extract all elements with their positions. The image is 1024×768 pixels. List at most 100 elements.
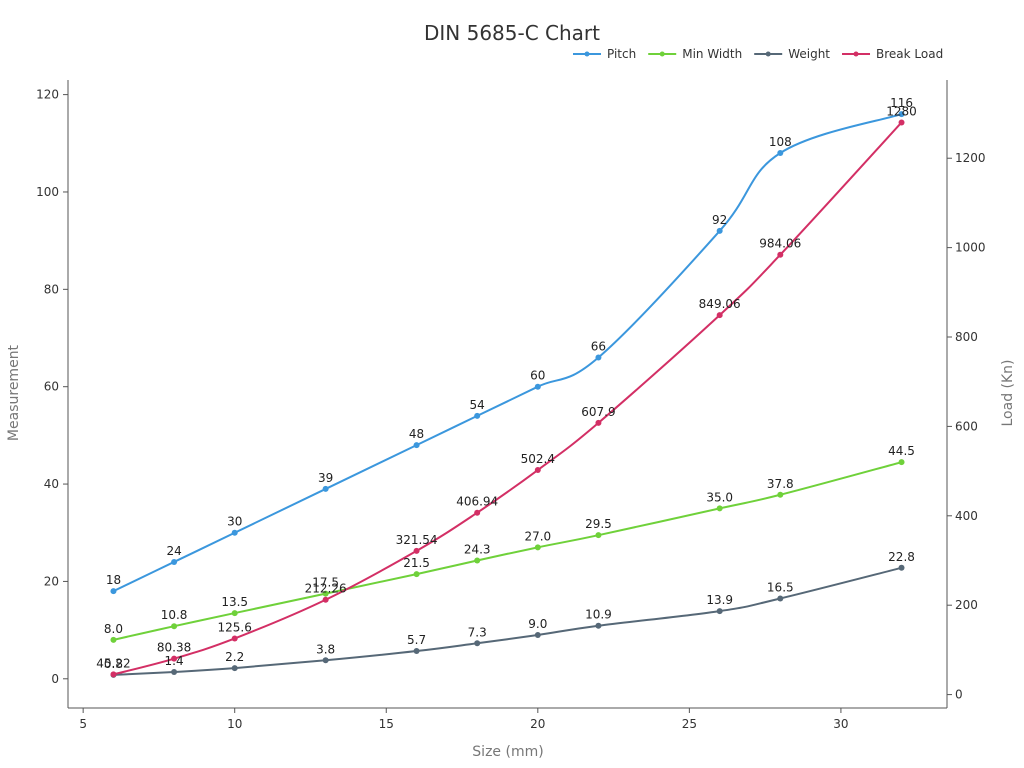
legend-marker-weight	[765, 51, 771, 57]
data-point-break-load	[595, 419, 602, 426]
data-point-weight	[534, 631, 541, 638]
data-label-break-load: 1280	[886, 104, 917, 118]
data-point-weight	[231, 665, 238, 672]
x-tick-label: 15	[379, 717, 394, 731]
x-tick-label: 5	[79, 717, 87, 731]
data-point-min-width	[534, 544, 541, 551]
x-tick-label: 25	[682, 717, 697, 731]
data-point-pitch	[413, 442, 420, 449]
data-point-break-load	[777, 251, 784, 258]
data-label-break-load: 406.94	[456, 495, 498, 509]
data-point-pitch	[474, 412, 481, 419]
legend-label-break-load: Break Load	[876, 47, 943, 61]
data-point-pitch	[322, 485, 329, 492]
data-label-pitch: 116	[890, 96, 913, 110]
data-label-break-load: 80.38	[157, 641, 191, 655]
data-label-pitch: 60	[530, 369, 545, 383]
data-label-min-width: 8.0	[104, 622, 123, 636]
legend-marker-pitch	[584, 51, 590, 57]
y2-axis-title: Load (Kn)	[1000, 359, 1016, 426]
legend-label-pitch: Pitch	[607, 47, 636, 61]
data-point-pitch	[777, 150, 784, 157]
data-label-break-load: 321.54	[396, 533, 438, 547]
data-point-weight	[322, 657, 329, 664]
y-tick-label: 100	[36, 185, 59, 199]
data-point-break-load	[474, 509, 481, 516]
data-point-min-width	[110, 636, 117, 643]
y2-tick-label: 800	[955, 330, 978, 344]
data-point-min-width	[777, 491, 784, 498]
data-label-min-width: 27.0	[524, 529, 551, 543]
data-label-break-load: 607.9	[581, 405, 615, 419]
series-points	[110, 111, 905, 678]
data-point-min-width	[171, 623, 178, 630]
data-point-weight	[898, 564, 905, 571]
data-label-weight: 3.8	[316, 642, 335, 656]
data-label-pitch: 92	[712, 213, 727, 227]
y-tick-label: 40	[44, 477, 59, 491]
data-point-min-width	[474, 557, 481, 564]
data-label-break-load: 45.22	[96, 656, 130, 670]
data-label-min-width: 35.0	[706, 490, 733, 504]
y-tick-label: 60	[44, 380, 59, 394]
data-point-weight	[716, 608, 723, 615]
data-point-pitch	[110, 588, 117, 595]
data-point-pitch	[716, 227, 723, 234]
data-label-min-width: 21.5	[403, 556, 430, 570]
legend-marker-min-width	[659, 51, 665, 57]
data-label-min-width: 13.5	[221, 595, 248, 609]
data-point-pitch	[595, 354, 602, 361]
data-label-weight: 0.8	[104, 657, 123, 671]
data-label-pitch: 30	[227, 515, 242, 529]
data-label-break-load: 212.26	[305, 582, 347, 596]
data-label-weight: 10.9	[585, 608, 612, 622]
y-tick-label: 0	[51, 672, 59, 686]
y2-tick-label: 0	[955, 688, 963, 702]
legend: Pitch Min Width Weight Break Load	[573, 47, 943, 61]
data-point-min-width	[898, 459, 905, 466]
data-point-min-width	[322, 590, 329, 597]
data-label-pitch: 39	[318, 471, 333, 485]
data-label-break-load: 125.6	[218, 620, 252, 634]
data-point-break-load	[231, 635, 238, 642]
data-point-weight	[413, 648, 420, 655]
data-label-pitch: 24	[166, 544, 181, 558]
data-label-pitch: 54	[470, 398, 485, 412]
data-point-min-width	[413, 571, 420, 578]
data-point-break-load	[110, 671, 117, 678]
y2-tick-label: 1200	[955, 151, 986, 165]
y2-tick-label: 1000	[955, 241, 986, 255]
data-point-min-width	[716, 505, 723, 512]
legend-label-min-width: Min Width	[682, 47, 742, 61]
x-tick-label: 20	[530, 717, 545, 731]
data-label-weight: 22.8	[888, 550, 915, 564]
data-label-break-load: 984.06	[759, 237, 801, 251]
y2-tick-label: 200	[955, 598, 978, 612]
data-label-break-load: 502.4	[521, 452, 555, 466]
data-point-pitch	[898, 111, 905, 118]
x-axis-title: Size (mm)	[472, 744, 543, 760]
data-label-min-width: 24.3	[464, 542, 491, 556]
chart-title: DIN 5685-C Chart	[424, 21, 600, 45]
data-label-weight: 13.9	[706, 593, 733, 607]
data-point-min-width	[595, 532, 602, 539]
data-label-weight: 5.7	[407, 633, 426, 647]
data-point-weight	[474, 640, 481, 647]
x-tick-label: 10	[227, 717, 242, 731]
data-point-break-load	[413, 547, 420, 554]
data-labels: 1824303948546066921081168.010.813.517.52…	[96, 96, 917, 671]
y-tick-label: 20	[44, 574, 59, 588]
data-point-break-load	[534, 467, 541, 474]
y-tick-label: 80	[44, 282, 59, 296]
data-label-weight: 7.3	[468, 625, 487, 639]
data-point-pitch	[171, 558, 178, 565]
data-point-weight	[171, 668, 178, 675]
data-label-pitch: 108	[769, 135, 792, 149]
data-label-weight: 2.2	[225, 650, 244, 664]
data-point-pitch	[534, 383, 541, 390]
data-point-break-load	[898, 119, 905, 126]
data-point-pitch	[231, 529, 238, 536]
y-axis-title: Measurement	[6, 344, 22, 441]
data-label-min-width: 44.5	[888, 444, 915, 458]
legend-label-weight: Weight	[788, 47, 830, 61]
